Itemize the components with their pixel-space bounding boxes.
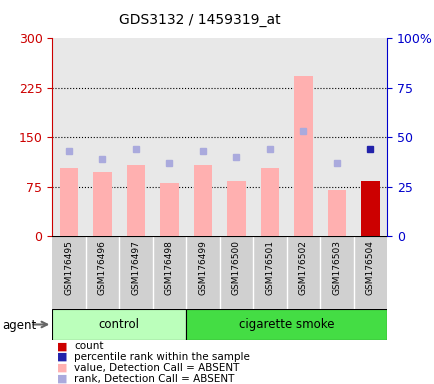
Bar — [93, 172, 112, 236]
Text: GSM176496: GSM176496 — [98, 240, 107, 295]
Text: GSM176497: GSM176497 — [131, 240, 140, 295]
Text: control: control — [99, 318, 139, 331]
Text: agent: agent — [2, 319, 36, 332]
Bar — [160, 184, 178, 236]
Bar — [360, 182, 379, 236]
Text: ■: ■ — [56, 352, 67, 362]
Bar — [227, 182, 245, 236]
Bar — [327, 190, 345, 236]
Text: ■: ■ — [56, 374, 67, 384]
Text: GSM176495: GSM176495 — [64, 240, 73, 295]
Bar — [126, 165, 145, 236]
Text: ■: ■ — [56, 363, 67, 373]
Text: GSM176502: GSM176502 — [298, 240, 307, 295]
Text: GDS3132 / 1459319_at: GDS3132 / 1459319_at — [119, 13, 280, 27]
Bar — [52, 309, 186, 340]
Bar — [193, 165, 212, 236]
Text: GSM176504: GSM176504 — [365, 240, 374, 295]
Bar — [260, 168, 279, 236]
Text: count: count — [74, 341, 103, 351]
Text: GSM176498: GSM176498 — [164, 240, 174, 295]
Bar — [59, 168, 78, 236]
Text: cigarette smoke: cigarette smoke — [238, 318, 334, 331]
Text: rank, Detection Call = ABSENT: rank, Detection Call = ABSENT — [74, 374, 234, 384]
Text: GSM176499: GSM176499 — [198, 240, 207, 295]
Text: percentile rank within the sample: percentile rank within the sample — [74, 352, 249, 362]
Text: ■: ■ — [56, 341, 67, 351]
Bar — [186, 309, 386, 340]
Text: value, Detection Call = ABSENT: value, Detection Call = ABSENT — [74, 363, 239, 373]
Bar — [293, 76, 312, 236]
Text: GSM176500: GSM176500 — [231, 240, 240, 295]
Text: GSM176501: GSM176501 — [265, 240, 274, 295]
Text: GSM176503: GSM176503 — [332, 240, 341, 295]
